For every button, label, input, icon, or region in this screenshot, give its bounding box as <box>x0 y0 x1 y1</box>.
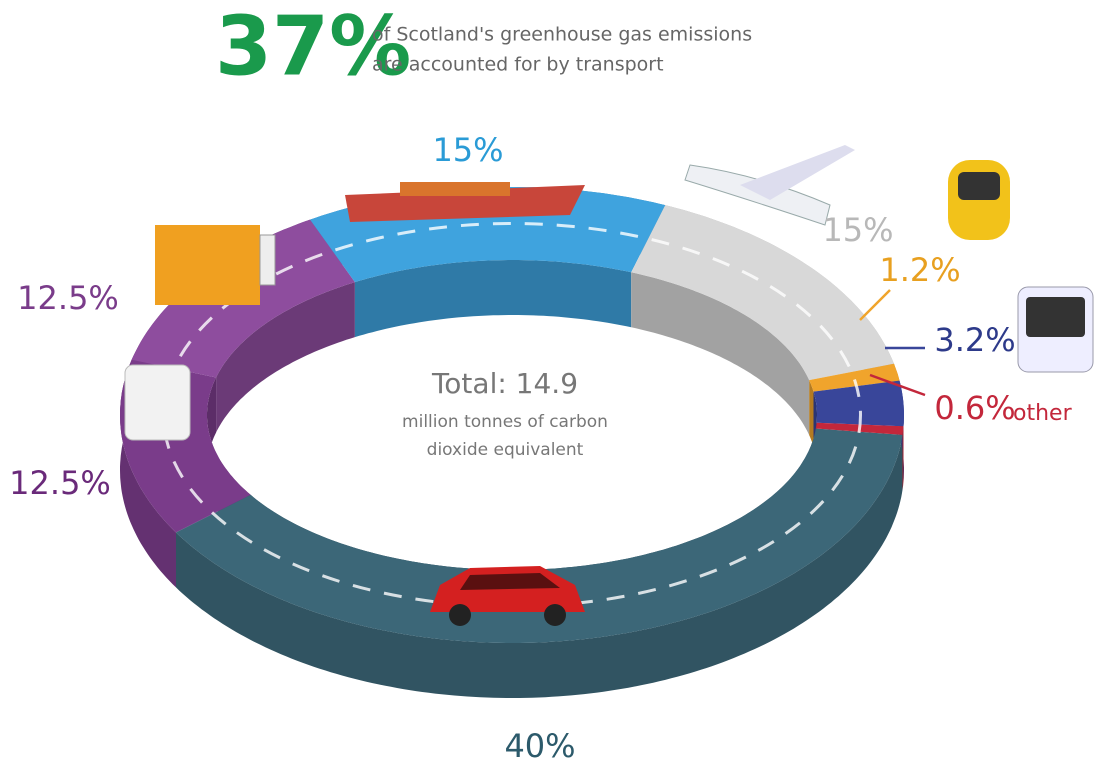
slice-inner-wall <box>809 380 813 447</box>
value-label: 12.5% <box>9 464 111 502</box>
value-label: 1.2% <box>879 251 960 289</box>
category-label: other <box>1013 401 1073 426</box>
slice-side <box>903 426 904 490</box>
train-icon <box>948 160 1010 240</box>
van-icon <box>125 365 190 440</box>
center-text: dioxide equivalent <box>427 440 584 460</box>
center-total: Total: 14.9 <box>431 367 578 400</box>
headline-text: of Scotland's greenhouse gas emissions <box>372 24 752 46</box>
value-label: 15% <box>822 211 893 249</box>
center-text: million tonnes of carbon <box>402 412 608 432</box>
infographic: 37% of Scotland's greenhouse gas emissio… <box>0 0 1097 776</box>
truck-icon <box>155 225 275 305</box>
headline-text: are accounted for by transport <box>372 54 664 76</box>
value-label: 12.5% <box>17 279 119 317</box>
value-label: 40% <box>504 727 575 765</box>
value-label: 15% <box>432 131 503 169</box>
value-label: 3.2% <box>934 321 1015 359</box>
bus-icon <box>1018 287 1093 372</box>
headline-value: 37% <box>215 0 411 94</box>
value-label: 0.6% <box>934 389 1015 427</box>
